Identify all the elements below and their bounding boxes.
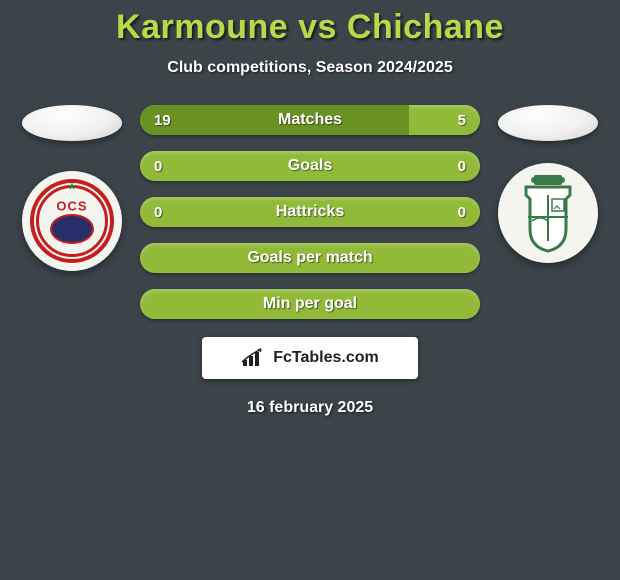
stat-bar: 0Goals0 (140, 151, 480, 181)
stat-bar: Goals per match (140, 243, 480, 273)
stat-bar: 0Hattricks0 (140, 197, 480, 227)
logo-ball-icon (50, 214, 94, 244)
right-player-column (498, 105, 598, 263)
stat-label: Min per goal (140, 295, 480, 313)
stat-label: Hattricks (140, 203, 480, 221)
left-player-column: ★ OCS (22, 105, 122, 271)
stat-label: Matches (140, 111, 480, 129)
stat-label: Goals (140, 157, 480, 175)
stat-right-value: 5 (458, 112, 466, 129)
stat-right-value: 0 (458, 158, 466, 175)
main-row: ★ OCS 19Matches50Goals00Hattricks0Goals … (0, 105, 620, 319)
page-title: Karmoune vs Chichane (0, 8, 620, 47)
comparison-card: Karmoune vs Chichane Club competitions, … (0, 0, 620, 417)
stat-label: Goals per match (140, 249, 480, 267)
logo-star-icon: ★ (68, 182, 77, 193)
right-club-logo (498, 163, 598, 263)
stats-bars: 19Matches50Goals00Hattricks0Goals per ma… (140, 105, 480, 319)
brand-badge[interactable]: FcTables.com (202, 337, 418, 379)
stat-right-value: 0 (458, 204, 466, 221)
stat-bar: 19Matches5 (140, 105, 480, 135)
page-subtitle: Club competitions, Season 2024/2025 (0, 59, 620, 77)
right-club-crest-icon (504, 169, 592, 257)
bar-chart-icon (241, 348, 267, 368)
left-club-abbrev: OCS (56, 199, 87, 214)
left-player-avatar (22, 105, 122, 141)
left-club-logo: ★ OCS (22, 171, 122, 271)
footer-date: 16 february 2025 (0, 399, 620, 417)
brand-text: FcTables.com (273, 349, 379, 367)
right-player-avatar (498, 105, 598, 141)
stat-bar: Min per goal (140, 289, 480, 319)
